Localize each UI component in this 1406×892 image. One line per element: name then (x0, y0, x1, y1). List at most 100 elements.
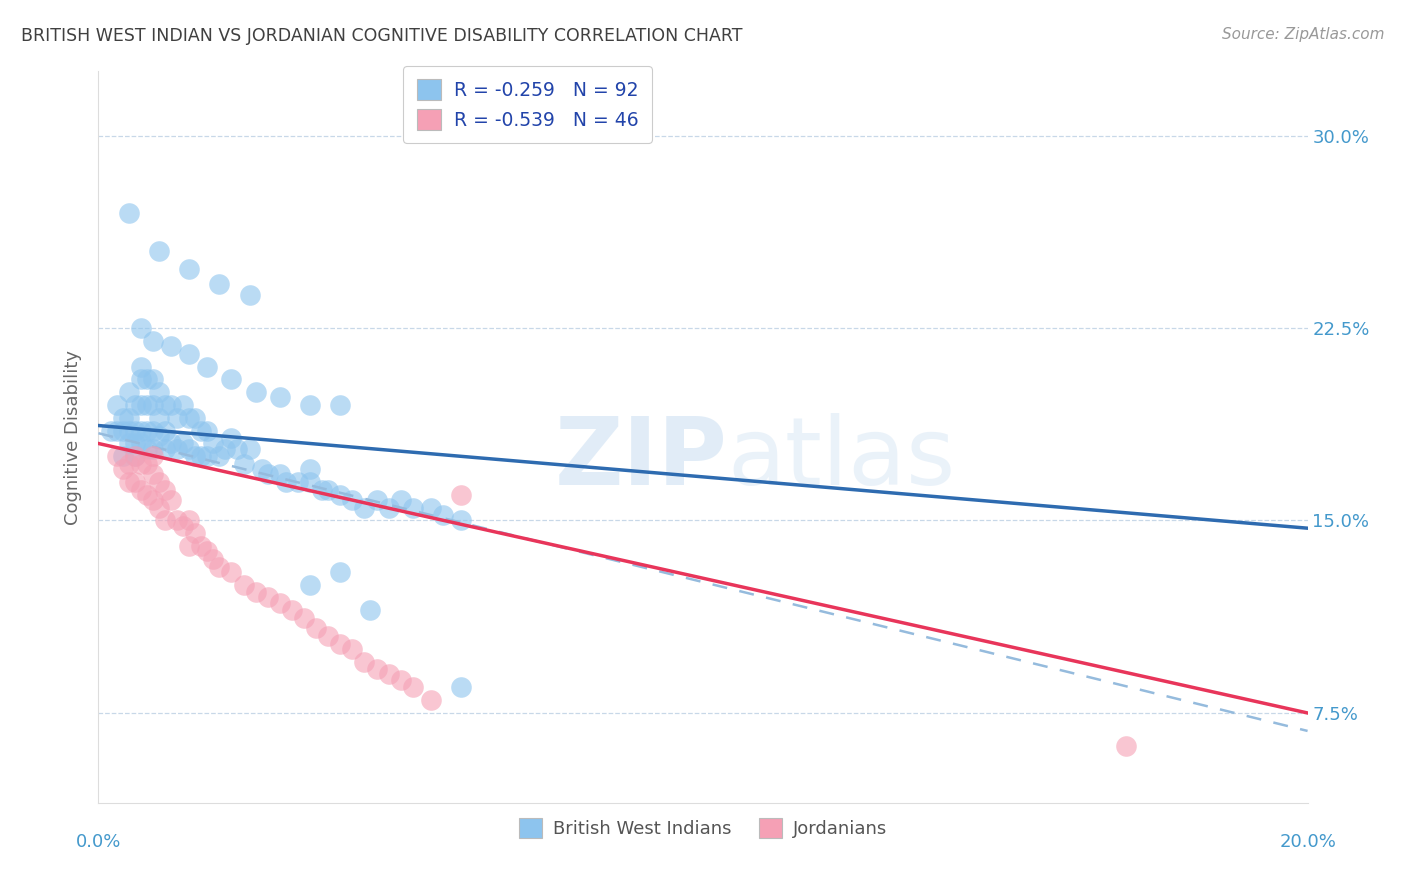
Point (118, 424, 141, 438)
Point (269, 390, 291, 404)
Point (450, 514, 472, 528)
Point (172, 518, 194, 533)
Point (135, 442, 157, 456)
Point (299, 398, 322, 412)
Point (166, 442, 188, 456)
Point (129, 483, 152, 497)
Point (316, 629, 339, 643)
Point (353, 500, 375, 515)
Point (153, 514, 176, 528)
Point (105, 398, 128, 412)
Point (329, 488, 352, 502)
Point (250, 462, 273, 476)
Point (329, 398, 352, 412)
Point (221, 431, 243, 445)
Point (329, 637, 352, 651)
Point (172, 398, 194, 412)
Point (142, 442, 165, 456)
Point (342, 641, 364, 656)
Point (420, 500, 443, 515)
Point (142, 450, 165, 464)
Point (342, 492, 364, 507)
Point (118, 205, 141, 219)
Text: BRITISH WEST INDIAN VS JORDANIAN COGNITIVE DISABILITY CORRELATION CHART: BRITISH WEST INDIAN VS JORDANIAN COGNITI… (21, 27, 742, 45)
Point (245, 585, 267, 599)
Point (179, 442, 201, 456)
Point (353, 655, 375, 669)
Point (239, 287, 262, 301)
Point (202, 552, 225, 566)
Point (245, 385, 267, 400)
Point (214, 442, 236, 456)
Point (195, 544, 218, 558)
Point (100, 424, 122, 438)
Point (160, 398, 183, 412)
Text: 20.0%: 20.0% (1279, 833, 1336, 851)
Point (360, 603, 382, 617)
Point (402, 681, 425, 695)
Point (179, 346, 201, 360)
Point (274, 475, 297, 489)
Point (135, 372, 157, 386)
Point (402, 500, 425, 515)
Point (111, 410, 134, 425)
Point (148, 500, 170, 515)
Point (179, 262, 201, 277)
Point (287, 475, 309, 489)
Point (142, 372, 165, 386)
Legend: British West Indians, Jordanians: British West Indians, Jordanians (512, 811, 894, 845)
Point (226, 442, 249, 456)
Point (195, 424, 218, 438)
Point (129, 359, 152, 374)
Point (190, 450, 212, 464)
Point (281, 603, 304, 617)
Point (160, 339, 183, 353)
Point (166, 514, 188, 528)
Point (135, 457, 157, 471)
Point (299, 475, 322, 489)
Point (148, 385, 170, 400)
Point (377, 667, 399, 681)
Point (195, 359, 218, 374)
Point (153, 424, 176, 438)
Point (142, 334, 165, 348)
Point (124, 450, 146, 464)
Point (111, 424, 134, 438)
Point (1115, 739, 1137, 754)
Point (179, 539, 201, 553)
Point (118, 410, 141, 425)
Point (111, 462, 134, 476)
Point (184, 450, 207, 464)
Point (135, 398, 157, 412)
Point (153, 483, 176, 497)
Point (269, 596, 291, 610)
Point (148, 244, 170, 258)
Point (329, 565, 352, 579)
Point (118, 475, 141, 489)
Point (129, 321, 152, 335)
Point (256, 467, 278, 482)
Point (160, 492, 183, 507)
Point (311, 483, 333, 497)
Point (129, 372, 152, 386)
Point (148, 410, 170, 425)
Point (118, 385, 141, 400)
Point (432, 508, 454, 523)
Point (184, 526, 207, 541)
Text: Source: ZipAtlas.com: Source: ZipAtlas.com (1222, 27, 1385, 42)
Point (111, 450, 134, 464)
Point (269, 467, 291, 482)
Point (232, 457, 254, 471)
Point (124, 475, 146, 489)
Point (129, 436, 152, 450)
Point (208, 277, 231, 292)
Point (190, 539, 212, 553)
Point (129, 398, 152, 412)
Point (202, 436, 225, 450)
Point (135, 424, 157, 438)
Point (179, 410, 201, 425)
Point (124, 424, 146, 438)
Point (105, 424, 128, 438)
Point (142, 467, 165, 482)
Y-axis label: Cognitive Disability: Cognitive Disability (65, 350, 83, 524)
